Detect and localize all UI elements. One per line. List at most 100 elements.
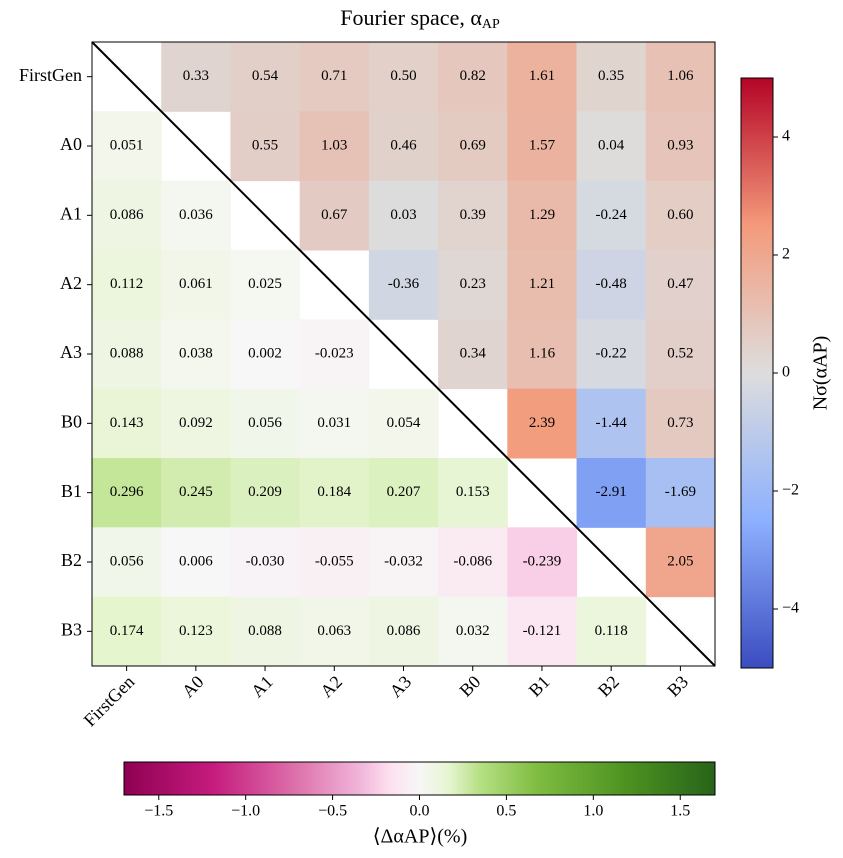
cell-label: -1.44 [596, 415, 628, 431]
heatmap-cell [299, 42, 370, 112]
heatmap-cell [92, 180, 162, 251]
x-tick-label: B2 [594, 672, 623, 701]
heatmap-cell [299, 596, 370, 667]
heatmap-cell [230, 111, 301, 182]
colorbar-tick-label: −4 [782, 600, 799, 617]
heatmap-cell [645, 250, 716, 320]
cell-label: 0.051 [110, 137, 144, 153]
colorbar-tick-label: 1.0 [583, 803, 603, 820]
colorbar-upper [740, 77, 774, 669]
cell-label: 2.39 [529, 415, 555, 431]
cell-label: 0.34 [460, 345, 487, 361]
heatmap-cell [645, 458, 716, 528]
heatmap-cell [368, 111, 439, 182]
y-tick-label: FirstGen [19, 65, 82, 85]
colorbar-lower [123, 761, 716, 796]
cell-label: 1.29 [529, 207, 555, 223]
heatmap-cell [576, 42, 647, 112]
cell-label: 0.025 [248, 276, 282, 292]
heatmap-cell [576, 180, 647, 251]
cell-label: 0.39 [460, 207, 486, 223]
cell-label: -0.086 [453, 553, 492, 569]
cell-label: -1.69 [665, 484, 696, 500]
cell-label: 0.33 [183, 68, 209, 84]
cell-label: 0.47 [667, 276, 694, 292]
heatmap-cell [161, 596, 231, 667]
heatmap-cell [576, 388, 647, 459]
y-tick-label: A2 [60, 273, 82, 293]
cell-label: 0.143 [110, 415, 144, 431]
heatmap-cell [92, 319, 162, 390]
heatmap-cell [507, 42, 578, 112]
heatmap-cell [507, 250, 578, 320]
heatmap-cell [438, 596, 508, 667]
heatmap-cell [507, 527, 578, 598]
cell-label: 0.71 [321, 68, 347, 84]
cell-label: 0.69 [460, 137, 486, 153]
heatmap-cell [299, 319, 370, 390]
x-tick-label: B0 [455, 672, 484, 701]
cell-label: 0.35 [598, 68, 624, 84]
heatmap-cell [230, 42, 301, 112]
cell-label: -0.055 [315, 553, 354, 569]
heatmap-cell [299, 111, 370, 182]
x-tick-label: A3 [386, 672, 416, 702]
diagonal [91, 41, 716, 667]
heatmap-cell [368, 596, 439, 667]
colorbar-tick-label: −1.0 [231, 803, 260, 820]
colorbar-tick-label: −1.5 [144, 803, 173, 820]
cell-label: 0.55 [252, 137, 278, 153]
heatmap-cell [645, 388, 716, 459]
cell-label: 1.06 [667, 68, 694, 84]
cell-label: -0.22 [596, 345, 627, 361]
cell-label: -0.48 [596, 276, 627, 292]
cell-label: 0.52 [667, 345, 693, 361]
x-tick-label: B1 [525, 672, 554, 701]
cell-label: 0.03 [390, 207, 416, 223]
cell-label: 0.088 [248, 623, 282, 639]
cell-label: 1.16 [529, 345, 556, 361]
heatmap-cell [230, 596, 301, 667]
heatmap-cell [230, 319, 301, 390]
heatmap-cell [507, 111, 578, 182]
heatmap-cell [368, 388, 439, 459]
cell-label: 1.61 [529, 68, 555, 84]
heatmap-cell [230, 250, 301, 320]
cell-label: 0.031 [317, 415, 351, 431]
heatmap-cell [507, 388, 578, 459]
heatmap-cell [161, 319, 231, 390]
x-tick-label: A2 [316, 672, 346, 702]
heatmap-cell [299, 180, 370, 251]
heatmap-cell [368, 527, 439, 598]
cell-label: 0.296 [110, 484, 144, 500]
cell-label: 0.50 [390, 68, 416, 84]
heatmap-cell [645, 42, 716, 112]
cell-label: -0.24 [596, 207, 628, 223]
heatmap-cell [92, 527, 162, 598]
y-tick-label: B2 [61, 550, 82, 570]
heatmap-cell [161, 180, 231, 251]
cell-label: 0.054 [387, 415, 421, 431]
x-tick-label: FirstGen [80, 672, 139, 731]
heatmap-cell [645, 111, 716, 182]
heatmap-cell [368, 458, 439, 528]
cell-label: 0.93 [667, 137, 693, 153]
cell-label: 0.056 [110, 553, 144, 569]
heatmap-cell [368, 42, 439, 112]
cell-label: 0.036 [179, 207, 213, 223]
heatmap-cell [576, 458, 647, 528]
heatmap-cell [92, 458, 162, 528]
heatmap-cell [576, 596, 647, 667]
heatmap-cell [230, 388, 301, 459]
cell-label: 0.118 [595, 623, 628, 639]
cell-label: 0.086 [387, 623, 421, 639]
cell-label: 0.086 [110, 207, 144, 223]
cell-label: 0.123 [179, 623, 213, 639]
cell-label: 0.061 [179, 276, 213, 292]
cell-label: -0.023 [315, 345, 354, 361]
heatmap-cell [576, 250, 647, 320]
colorbar-tick-label: −2 [782, 482, 799, 499]
heatmap-cell [438, 250, 508, 320]
cell-label: 1.57 [529, 137, 556, 153]
heatmap-cell [645, 180, 716, 251]
